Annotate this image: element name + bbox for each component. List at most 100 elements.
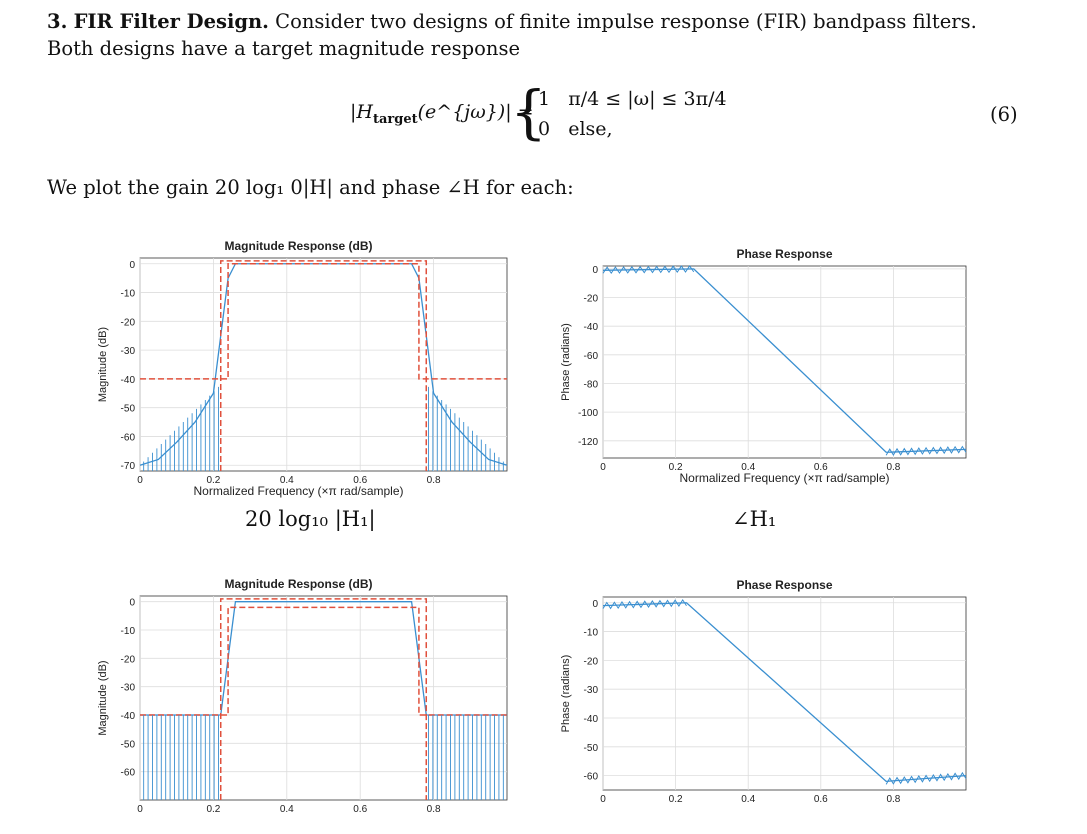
x-tick-label: 0.4 bbox=[741, 462, 755, 473]
y-axis-label: Phase (radians) bbox=[560, 323, 572, 401]
equation-number: (6) bbox=[990, 103, 1018, 126]
y-tick-label: -50 bbox=[121, 404, 136, 415]
response-line bbox=[602, 602, 967, 783]
x-tick-label: 0.2 bbox=[669, 794, 683, 805]
y-tick-label: -60 bbox=[121, 432, 136, 443]
equation-lhs-sub: target bbox=[372, 111, 418, 127]
caption-phase-1: ∠H₁ bbox=[732, 507, 777, 531]
y-tick-label: -30 bbox=[121, 683, 136, 694]
y-tick-label: -20 bbox=[584, 294, 599, 305]
plot-area bbox=[602, 265, 967, 459]
y-tick-label: -20 bbox=[584, 656, 599, 667]
chart-svg: 0 0.2 0.4 0.6 0.8 0 -10 -20 -30 -40 -50 -60 -70 Magni… bbox=[97, 239, 508, 498]
plot-area bbox=[602, 596, 967, 791]
y-tick-label: -100 bbox=[578, 408, 598, 419]
equation-lhs: |Htarget(e^{jω})| = bbox=[350, 101, 534, 127]
y-tick-label: -10 bbox=[121, 626, 136, 637]
phase-ripple bbox=[602, 598, 687, 610]
phase-ripple bbox=[885, 771, 967, 785]
chart-svg: 0 0.2 0.4 0.6 0.8 0 -10 -20 -30 -40 -50 -60 Magnitud… bbox=[97, 577, 508, 815]
target-response-equation: |Htarget(e^{jω})| = { 1 π/4 ≤ |ω| ≤ 3π/4… bbox=[350, 78, 770, 153]
chart-svg: 0 0.2 0.4 0.6 0.8 0 -10 -20 -30 -40 -50 -60 Phase Re… bbox=[560, 578, 967, 805]
problem-text-1: Consider two designs of finite impulse r… bbox=[268, 10, 977, 33]
x-tick-label: 0.4 bbox=[741, 794, 755, 805]
chart-title: Phase Response bbox=[736, 578, 832, 592]
problem-text-2: Both designs have a target magnitude res… bbox=[47, 37, 520, 60]
y-tick-label: -120 bbox=[578, 437, 598, 448]
target-line bbox=[140, 263, 507, 380]
phase-chart-1: 0 0.2 0.4 0.6 0.8 0 -20 -40 -60 -80 -100 -120 Phase … bbox=[555, 238, 975, 507]
x-tick-label: 0 bbox=[137, 475, 143, 486]
x-tick-label: 0.8 bbox=[886, 462, 900, 473]
response-line bbox=[602, 268, 967, 453]
problem-statement: 3. FIR Filter Design. Consider two desig… bbox=[47, 8, 1047, 62]
y-tick-label: 0 bbox=[592, 265, 598, 276]
x-tick-label: 0.4 bbox=[280, 475, 294, 486]
y-tick-label: -40 bbox=[584, 322, 599, 333]
equation-lhs-h: |H bbox=[350, 101, 373, 123]
phase-ripple bbox=[602, 265, 695, 275]
target-line bbox=[219, 598, 428, 800]
y-tick-label: -30 bbox=[121, 346, 136, 357]
y-axis-label: Phase (radians) bbox=[560, 655, 572, 733]
y-tick-label: -40 bbox=[584, 714, 599, 725]
chart-title: Magnitude Response (dB) bbox=[224, 577, 372, 591]
plot-area bbox=[139, 257, 508, 472]
y-axis-label: Magnitude (dB) bbox=[97, 660, 109, 735]
problem-heading: FIR Filter Design. bbox=[73, 10, 269, 33]
y-tick-label: 0 bbox=[592, 599, 598, 610]
x-tick-label: 0.2 bbox=[206, 475, 220, 486]
y-tick-label: -50 bbox=[584, 743, 599, 754]
y-tick-label: -40 bbox=[121, 375, 136, 386]
phase-ripple bbox=[885, 445, 967, 456]
x-axis-label: Normalized Frequency (×π rad/sample) bbox=[193, 484, 403, 498]
magnitude-chart-1: 0 0.2 0.4 0.6 0.8 0 -10 -20 -30 -40 -50 -60 -70 Magni… bbox=[95, 236, 515, 505]
x-tick-label: 0.6 bbox=[814, 462, 828, 473]
y-tick-label: 0 bbox=[129, 260, 135, 271]
x-tick-label: 0.6 bbox=[353, 475, 367, 486]
equation-case-2: 0 else, bbox=[538, 118, 613, 140]
y-tick-label: -10 bbox=[121, 289, 136, 300]
x-tick-label: 0.4 bbox=[280, 804, 294, 815]
chart-svg: 0 0.2 0.4 0.6 0.8 0 -20 -40 -60 -80 -100 -120 Phase … bbox=[560, 247, 967, 485]
x-tick-label: 0.2 bbox=[206, 804, 220, 815]
y-tick-label: -60 bbox=[584, 772, 599, 783]
response-line bbox=[140, 601, 507, 716]
x-tick-label: 0.8 bbox=[427, 475, 441, 486]
y-tick-label: -20 bbox=[121, 654, 136, 665]
problem-number: 3. bbox=[47, 10, 68, 33]
caption-magnitude-1: 20 log₁₀ |H₁| bbox=[245, 507, 376, 531]
y-tick-label: -20 bbox=[121, 317, 136, 328]
y-tick-label: -60 bbox=[121, 768, 136, 779]
y-tick-label: -80 bbox=[584, 379, 599, 390]
chart-title: Magnitude Response (dB) bbox=[224, 239, 372, 253]
case-2-value: 0 bbox=[538, 118, 551, 140]
x-tick-label: 0 bbox=[137, 804, 143, 815]
y-tick-label: 0 bbox=[129, 598, 135, 609]
y-tick-label: -50 bbox=[121, 739, 136, 750]
x-tick-label: 0.8 bbox=[427, 804, 441, 815]
y-tick-label: -10 bbox=[584, 628, 599, 639]
plot-intro: We plot the gain 20 log₁ 0|H| and phase … bbox=[47, 176, 574, 199]
y-tick-label: -30 bbox=[584, 685, 599, 696]
plot-area bbox=[139, 595, 508, 801]
y-axis-label: Magnitude (dB) bbox=[97, 327, 109, 402]
equation-case-1: 1 π/4 ≤ |ω| ≤ 3π/4 bbox=[538, 88, 727, 110]
case-1-condition: π/4 ≤ |ω| ≤ 3π/4 bbox=[568, 88, 727, 110]
x-tick-label: 0.6 bbox=[353, 804, 367, 815]
chart-title: Phase Response bbox=[736, 247, 832, 261]
x-tick-label: 0.2 bbox=[669, 462, 683, 473]
y-tick-label: -70 bbox=[121, 461, 136, 472]
x-tick-label: 0 bbox=[600, 794, 606, 805]
target-line bbox=[140, 606, 507, 716]
x-tick-label: 0 bbox=[600, 462, 606, 473]
y-tick-label: -40 bbox=[121, 711, 136, 722]
equation-lhs-rest: (e^{jω})| = bbox=[417, 101, 534, 123]
x-tick-label: 0.8 bbox=[886, 794, 900, 805]
y-tick-label: -60 bbox=[584, 351, 599, 362]
equation-brace: { bbox=[510, 78, 547, 146]
x-axis-label: Normalized Frequency (×π rad/sample) bbox=[679, 471, 889, 485]
case-2-condition: else, bbox=[568, 118, 613, 140]
phase-chart-2: 0 0.2 0.4 0.6 0.8 0 -10 -20 -30 -40 -50 -60 Phase Re… bbox=[555, 565, 975, 834]
case-1-value: 1 bbox=[538, 88, 551, 110]
